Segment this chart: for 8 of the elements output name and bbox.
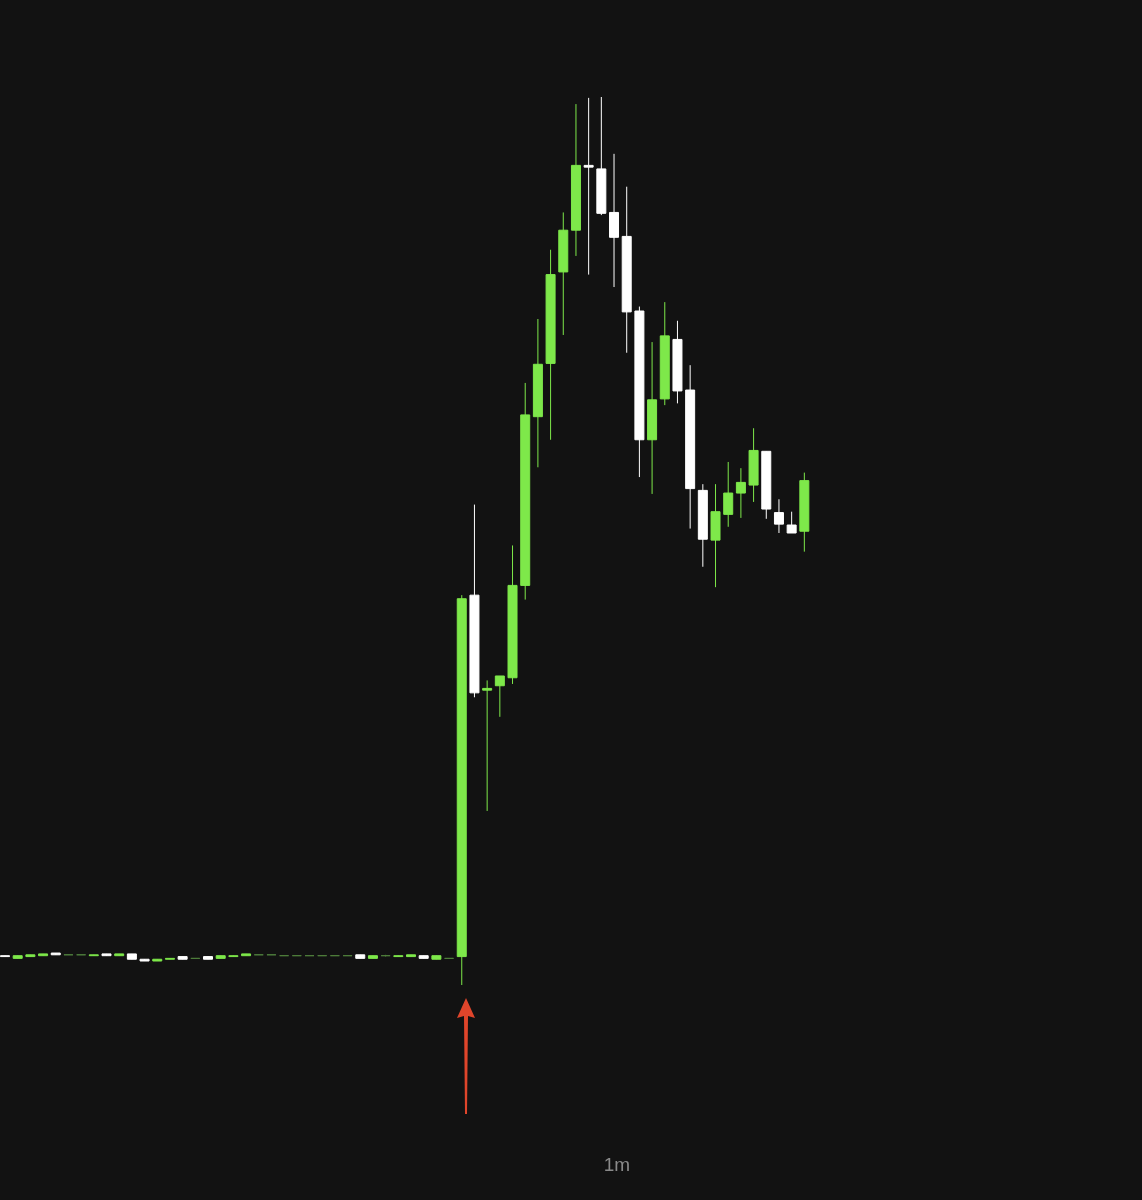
candlestick [494, 675, 505, 718]
candlestick [773, 498, 784, 534]
candlestick [583, 97, 594, 276]
candlestick [482, 679, 493, 812]
candlestick [723, 461, 734, 528]
candlestick [786, 511, 797, 534]
candlestick [735, 467, 746, 519]
text: 1m [603, 1154, 631, 1175]
